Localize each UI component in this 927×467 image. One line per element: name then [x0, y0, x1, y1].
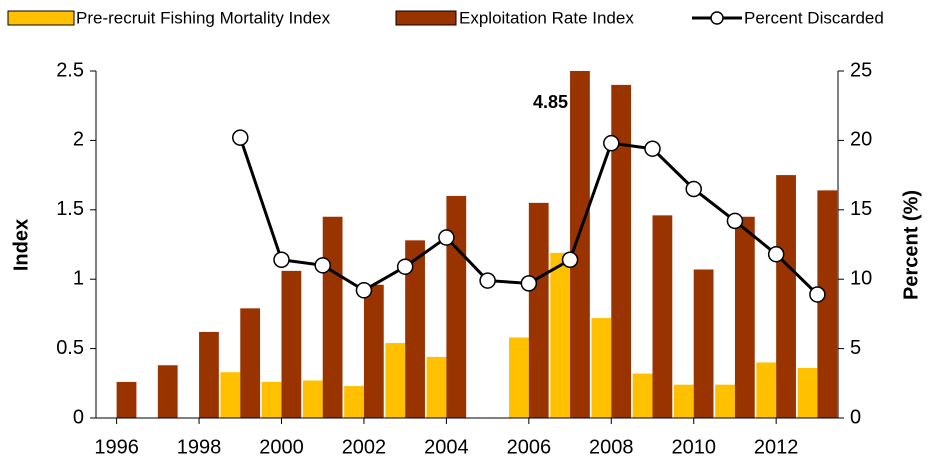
x-tick-label: 2012 [754, 436, 799, 458]
bar [446, 195, 467, 418]
bar [302, 380, 323, 418]
line-marker [232, 129, 249, 146]
y-tick-label: 0 [73, 406, 84, 428]
x-tick-label: 1998 [177, 436, 222, 458]
bar [322, 216, 343, 418]
line-marker [726, 212, 744, 230]
line-marker [396, 258, 414, 275]
x-tick-label: 2010 [671, 436, 716, 458]
y2-tick-label: 15 [850, 198, 872, 220]
legend-label: Pre-recruit Fishing Mortality Index [76, 8, 331, 27]
line-marker [520, 275, 538, 292]
line-marker [644, 140, 661, 157]
bar [734, 216, 755, 418]
x-tick-label: 2006 [507, 436, 552, 458]
bar [715, 384, 735, 418]
y-tick-label: 2.5 [56, 59, 84, 81]
bar [611, 84, 632, 418]
legend-label: Exploitation Rate Index [459, 8, 634, 27]
bar [405, 240, 425, 418]
legend-label: Percent Discarded [744, 8, 884, 27]
bar [652, 215, 673, 418]
legend: Pre-recruit Fishing Mortality Index Expl… [7, 8, 884, 27]
line-marker [355, 282, 373, 299]
bar [632, 373, 653, 418]
line-marker [314, 257, 331, 274]
line-marker [767, 245, 785, 263]
legend-swatch [395, 10, 457, 26]
bar [693, 269, 714, 418]
line-marker [809, 286, 826, 303]
bar [817, 190, 838, 418]
y-tick-label: 2 [73, 129, 84, 151]
y-tick-label: 0.5 [56, 337, 84, 359]
bar [261, 381, 282, 418]
line-marker [479, 272, 496, 289]
x-tick-label: 2008 [589, 436, 634, 458]
bar [281, 270, 302, 418]
x-tick-label: 1996 [94, 436, 139, 458]
bar [528, 202, 549, 418]
y2-tick-label: 25 [850, 59, 872, 81]
legend-marker [710, 11, 724, 25]
bar [570, 71, 590, 418]
y2-tick-label: 20 [850, 129, 872, 151]
y2-tick-label: 10 [850, 267, 872, 289]
bar [426, 356, 447, 418]
legend-swatch [7, 10, 75, 26]
line-marker [685, 180, 702, 198]
bar [385, 343, 406, 418]
bar [756, 362, 777, 418]
y2-tick-label: 0 [850, 406, 861, 428]
bar [550, 252, 571, 418]
bar [509, 337, 529, 418]
bar [776, 175, 796, 418]
line-marker [603, 134, 620, 152]
line-marker [561, 251, 579, 269]
x-tick-label: 2000 [259, 436, 304, 458]
bar [797, 368, 818, 418]
bar [199, 331, 219, 418]
bar [116, 381, 137, 418]
line-marker [438, 229, 455, 246]
x-tick-label: 2002 [342, 436, 387, 458]
bar [591, 318, 612, 418]
y-axis-title: Index [10, 219, 32, 271]
x-tick-label: 2004 [424, 436, 469, 458]
bar [673, 384, 694, 418]
bar [363, 284, 384, 418]
bar [157, 365, 178, 418]
bar [220, 372, 241, 418]
y-tick-label: 1.5 [56, 198, 84, 220]
y2-axis-title: Percent (%) [900, 190, 922, 300]
y2-tick-label: 5 [850, 337, 861, 359]
value-label: 4.85 [533, 92, 568, 112]
bar [240, 308, 261, 418]
y-tick-label: 1 [73, 267, 84, 289]
line-marker [273, 251, 290, 269]
bar [344, 386, 364, 418]
